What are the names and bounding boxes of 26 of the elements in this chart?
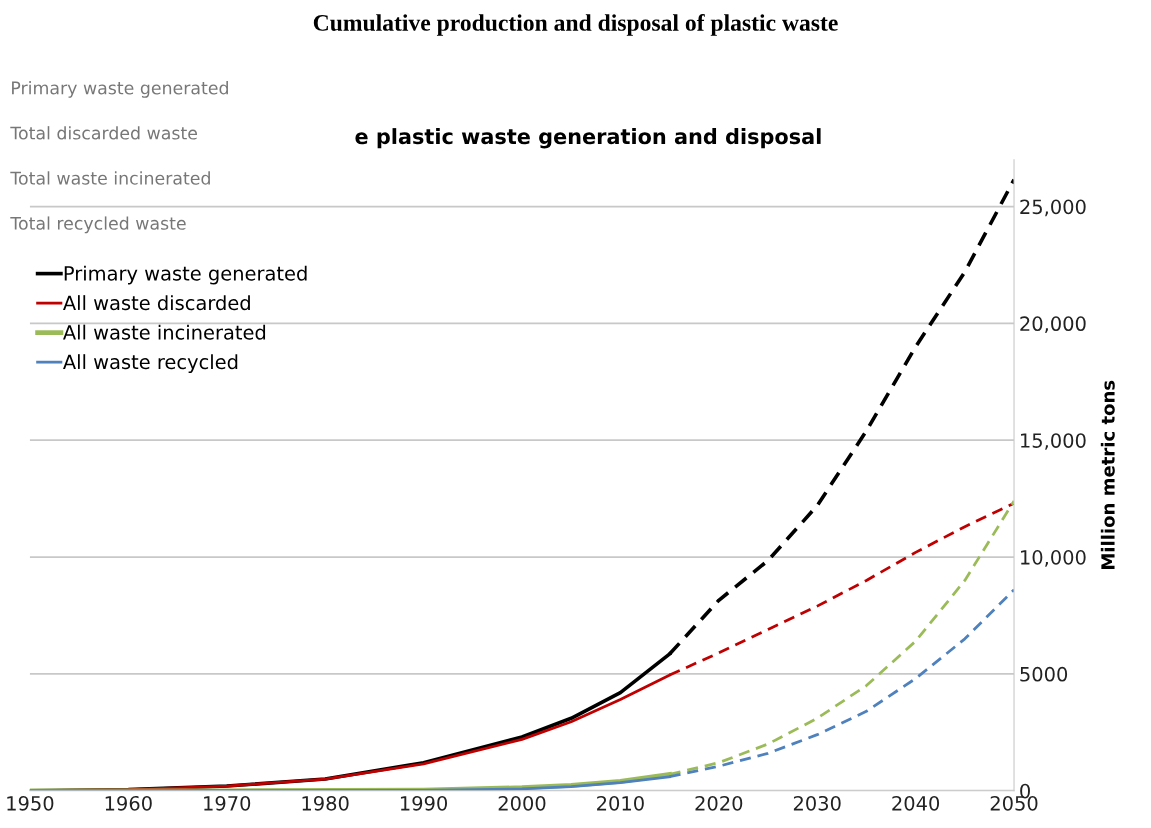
y-axis-title: Million metric tons [1100,380,1115,569]
legend-label: All waste recycled [63,354,238,373]
x-tick-label: 1990 [400,795,448,811]
x-tick-label: 1950 [7,795,54,811]
annotation: Total waste incinerated [10,171,210,185]
x-tick-label: 1970 [204,795,251,811]
y-tick-label: 15,000 [1021,433,1086,450]
x-tick-label: 1960 [105,795,152,811]
y-tick-label: 25,000 [1020,199,1086,217]
chart-subtitle: e plastic waste generation and disposal [355,128,821,149]
x-tick-label: 1980 [302,795,349,811]
legend-label: All waste discarded [63,295,250,311]
text: Total discarded waste [10,126,198,140]
x-tick-label: 2010 [597,795,644,811]
x-tick-label: 2030 [793,795,841,811]
y-tick-label: 10,000 [1021,550,1086,567]
y-tick-label: 20,000 [1020,316,1086,334]
x-tick-label: 2040 [892,795,940,811]
legend-label: Primary waste generated [64,265,307,285]
x-tick-label: 2020 [695,795,743,811]
x-tick-label: 2000 [498,795,546,811]
text: Primary waste generated [12,81,228,98]
legend-label: All waste incinerated [63,324,266,340]
chart-title: Cumulative production and disposal of plastic waste [313,14,838,36]
y-tick-label: 5000 [1020,666,1068,682]
annotation: Total recycled waste [10,216,186,234]
